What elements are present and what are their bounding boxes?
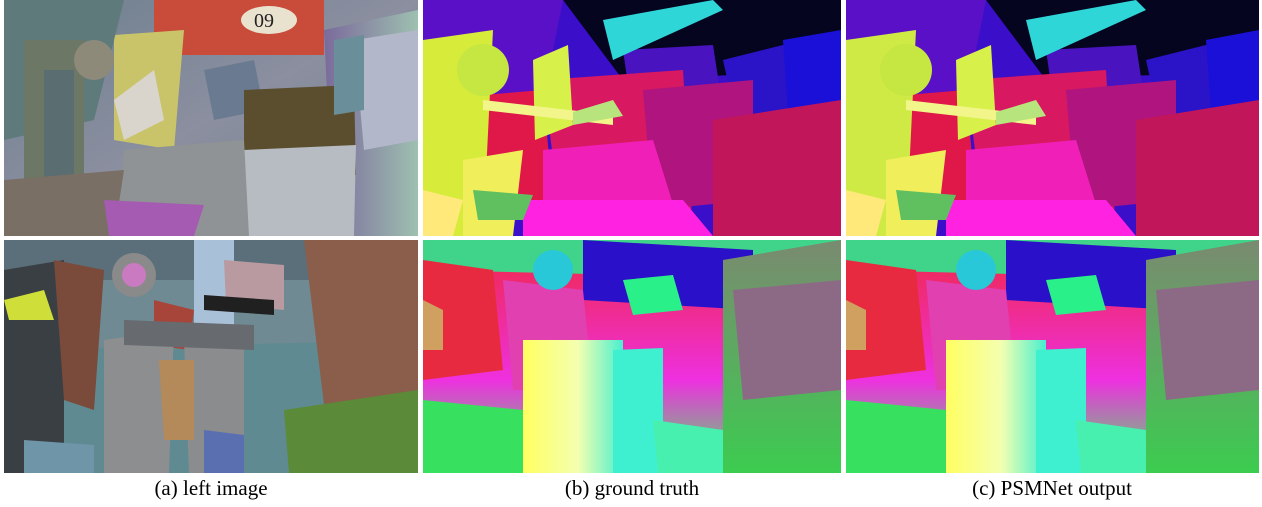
svg-text:09: 09 [254,10,274,32]
caption-ground-truth: (b) ground truth [564,476,700,500]
psmnet-output-top [846,0,1259,236]
ground-truth-bottom [423,240,841,473]
caption-psmnet-output: (c) PSMNet output [972,476,1132,500]
psmnet-output-bottom [846,240,1259,473]
left-image-top: 09 [4,0,418,236]
caption-left-image: (a) left image [154,476,268,500]
left-image-bottom [4,240,418,473]
ground-truth-top [423,0,841,236]
